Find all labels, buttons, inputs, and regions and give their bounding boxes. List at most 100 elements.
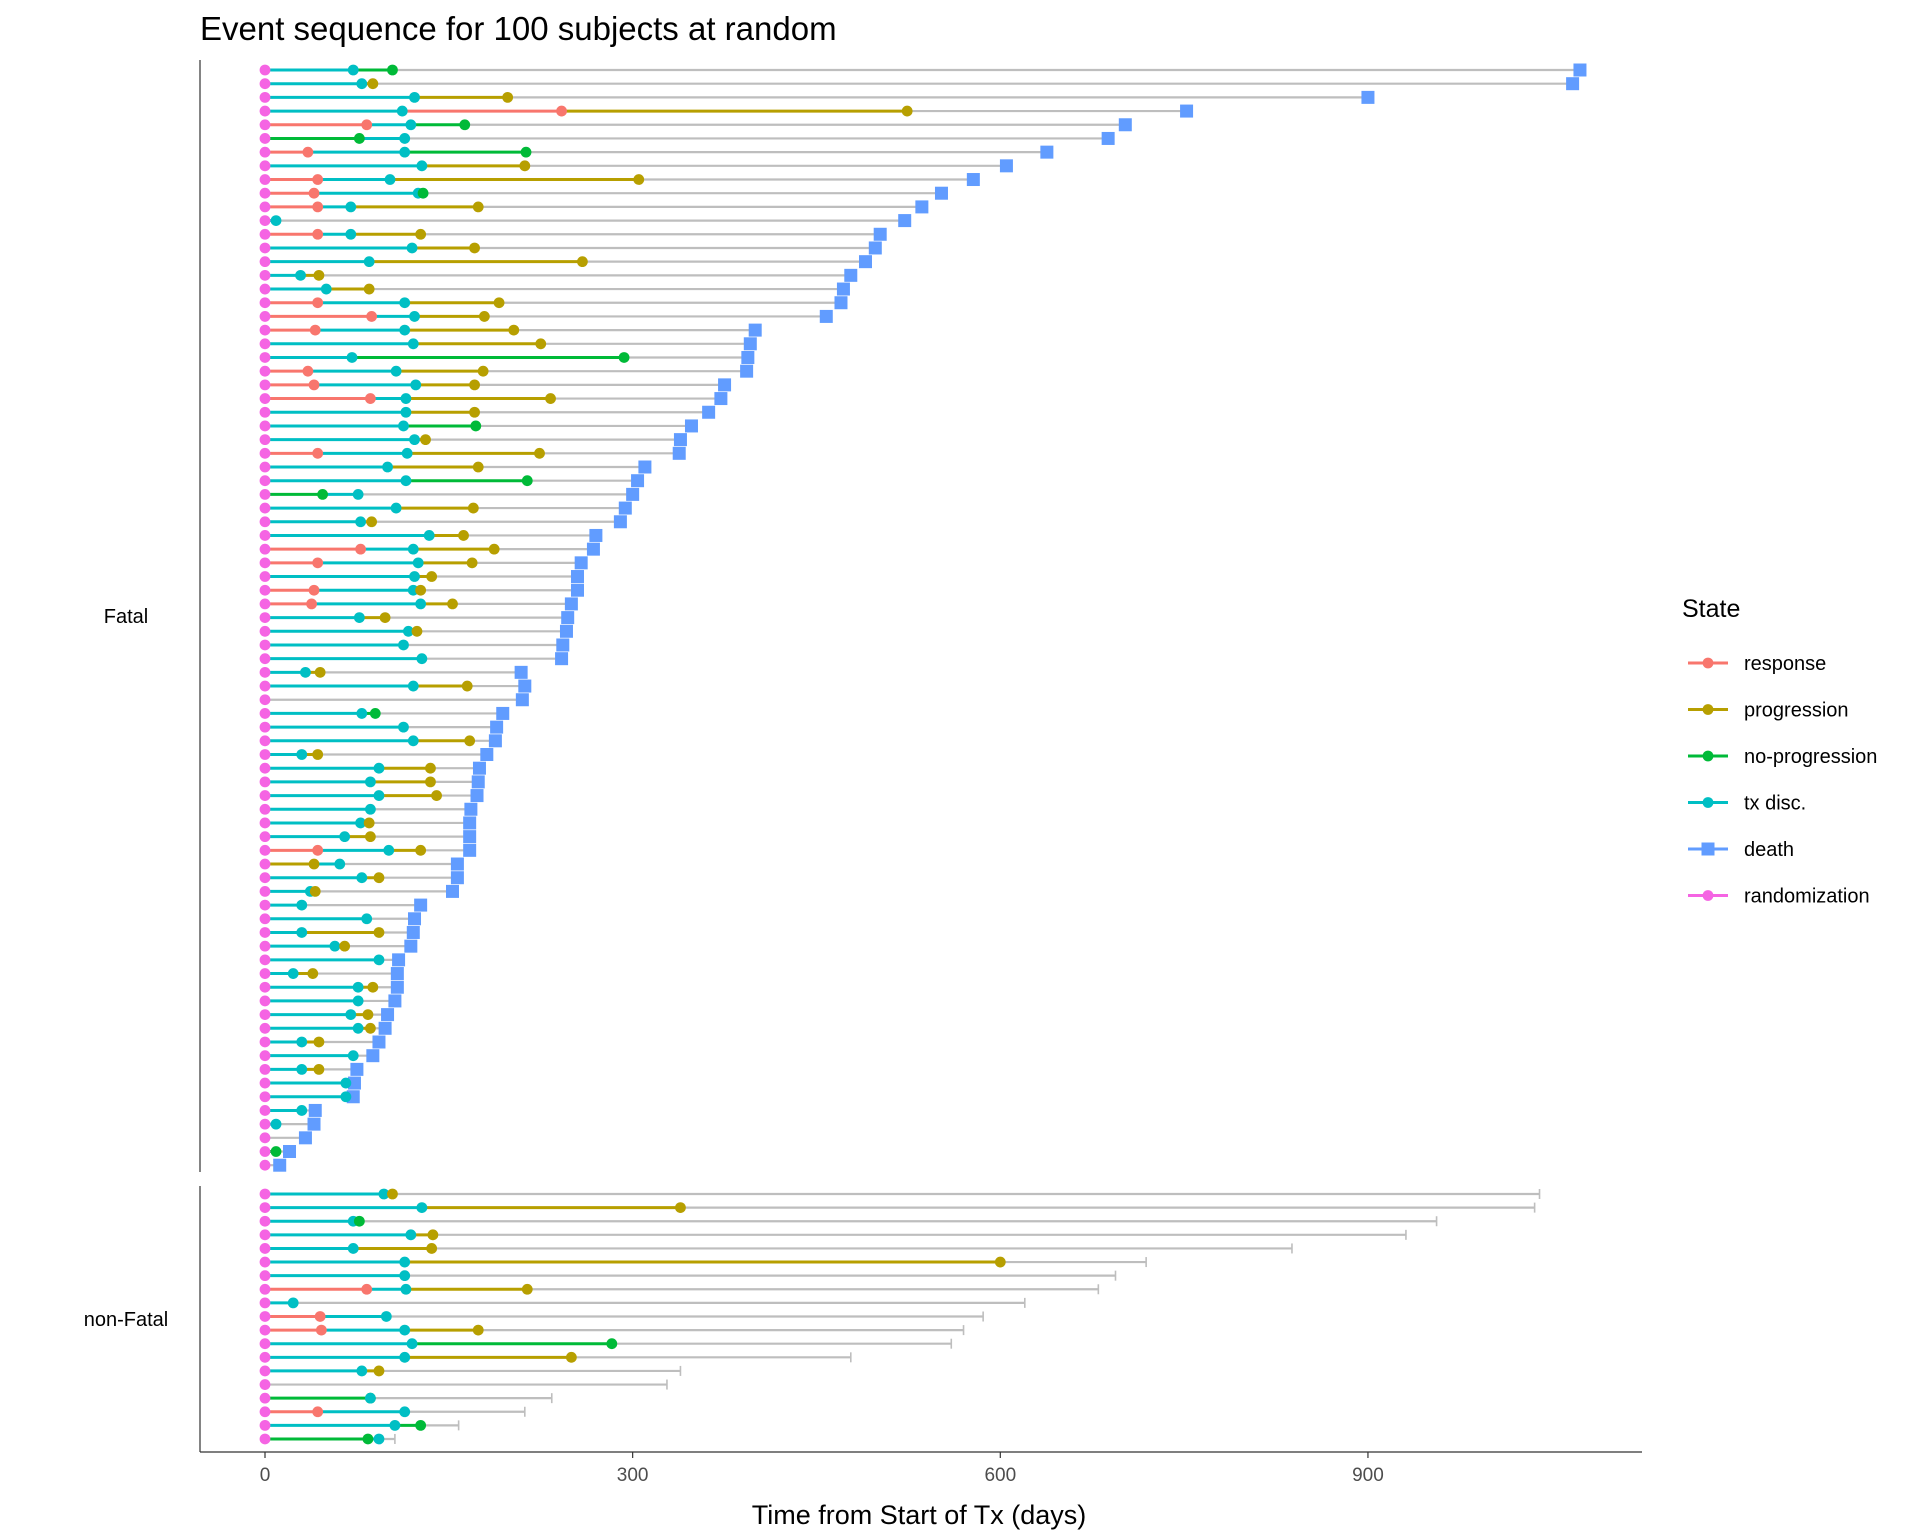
event-point-progression (469, 406, 480, 418)
subject-row (259, 884, 460, 898)
death-marker (463, 816, 477, 830)
randomization-point (259, 666, 271, 678)
subject-row (259, 1433, 396, 1445)
subject-row (259, 159, 1013, 173)
event-point-progression (545, 393, 556, 404)
subject-row (259, 1338, 953, 1350)
randomization-point (259, 447, 271, 459)
event-point-progression (458, 530, 469, 541)
subject-row (259, 1392, 553, 1404)
randomization-point (259, 584, 271, 596)
death-marker (388, 994, 402, 1008)
event-point-tx-disc (416, 1202, 428, 1214)
death-marker (638, 460, 652, 474)
event-point-tx-disc (345, 228, 357, 240)
event-point-progression (431, 790, 442, 801)
death-marker (308, 1103, 322, 1117)
randomization-point (259, 749, 271, 760)
panel-fatal: Fatal (104, 60, 1587, 1172)
event-point-tx-disc (409, 91, 420, 103)
event-point-tx-disc (399, 146, 411, 158)
randomization-point (259, 625, 271, 637)
event-point-progression (363, 283, 375, 295)
death-marker (574, 556, 588, 570)
event-point-progression (312, 749, 324, 760)
subject-row (259, 1270, 1117, 1282)
subject-row (259, 775, 485, 789)
event-point-progression (425, 776, 436, 788)
death-marker (283, 1145, 297, 1159)
x-tick-label: 900 (1352, 1465, 1384, 1486)
legend-label: response (1744, 653, 1826, 675)
event-point-response (306, 598, 317, 610)
randomization-point (259, 1229, 271, 1241)
subject-row (259, 638, 570, 652)
death-marker (714, 392, 728, 406)
randomization-point (259, 1146, 271, 1157)
event-point-tx-disc (339, 831, 351, 843)
subject-row (259, 145, 1054, 159)
subject-row (259, 1379, 668, 1390)
event-point-progression (535, 338, 547, 350)
event-point-progression (467, 502, 479, 514)
event-point-no-progression (459, 119, 471, 131)
legend-title: State (1682, 595, 1740, 623)
randomization-point (259, 776, 271, 788)
event-point-tx-disc (356, 872, 368, 884)
subject-row (259, 392, 728, 406)
event-point-tx-disc (406, 242, 418, 254)
subject-row (259, 227, 887, 241)
subject-row (259, 1351, 852, 1363)
event-point-response (361, 119, 373, 131)
event-point-progression (415, 584, 427, 596)
randomization-point (259, 420, 271, 432)
subject-row (259, 748, 494, 761)
randomization-point (259, 201, 271, 213)
death-marker (1040, 145, 1054, 159)
randomization-point (259, 571, 271, 582)
randomization-point (259, 516, 271, 528)
subject-row (259, 939, 418, 953)
event-point-progression (466, 557, 478, 569)
randomization-point (259, 1132, 271, 1144)
event-point-no-progression (415, 1419, 427, 1431)
randomization-point (259, 694, 271, 706)
event-point-progression (502, 91, 514, 103)
event-point-tx-disc (400, 406, 412, 418)
legend-key-dot (1702, 890, 1714, 901)
death-marker (966, 173, 980, 187)
event-point-tx-disc (380, 1311, 392, 1322)
subject-row (259, 1090, 360, 1104)
event-point-tx-disc (296, 1105, 308, 1116)
randomization-point (259, 803, 271, 815)
randomization-point (259, 831, 271, 843)
event-point-tx-disc (407, 543, 419, 555)
subject-row (259, 186, 948, 200)
subject-row (259, 63, 1587, 77)
death-marker (378, 1021, 392, 1035)
death-marker (463, 843, 477, 857)
death-marker (406, 925, 420, 939)
event-point-no-progression (387, 64, 398, 76)
subject-row (259, 378, 732, 392)
event-point-progression (472, 201, 484, 213)
randomization-point (259, 1392, 271, 1404)
subject-row (259, 761, 486, 775)
subject-row (259, 789, 484, 803)
subject-row (259, 241, 882, 255)
event-point-response (366, 311, 378, 322)
randomization-point (259, 1351, 271, 1363)
event-point-progression (461, 680, 473, 692)
subject-row (259, 1311, 984, 1322)
event-point-tx-disc (300, 666, 311, 678)
randomization-point (259, 1406, 271, 1418)
event-point-response (312, 447, 324, 459)
event-point-progression (313, 269, 325, 281)
death-marker (1180, 104, 1194, 118)
subject-row (259, 1062, 364, 1076)
randomization-point (259, 338, 271, 350)
event-point-tx-disc (270, 1118, 282, 1130)
randomization-point (259, 1379, 271, 1390)
subject-row (259, 583, 585, 597)
